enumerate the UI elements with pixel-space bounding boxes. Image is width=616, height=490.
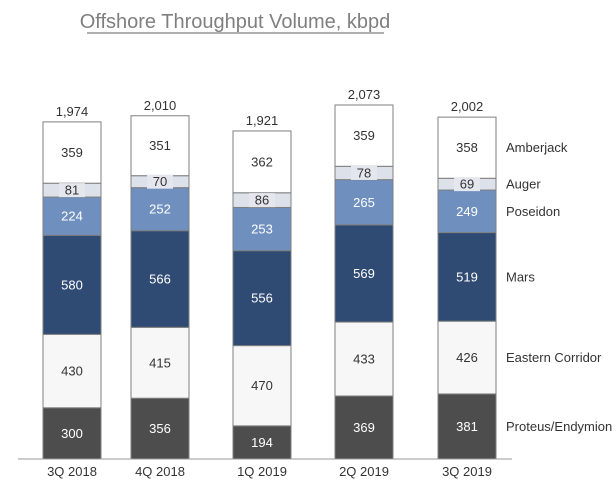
bar-value-label: 359 <box>353 128 375 143</box>
bar-value-label: 86 <box>255 193 269 208</box>
bar-total-label: 2,073 <box>348 87 381 102</box>
x-tick-label: 4Q 2018 <box>135 464 185 479</box>
bar-segment <box>130 397 190 460</box>
bar-total-label: 1,921 <box>246 113 279 128</box>
bar-segment <box>334 395 394 460</box>
bar-segment <box>130 230 190 328</box>
bar-value-label: 356 <box>149 421 171 436</box>
bar-value-label: 556 <box>251 291 273 306</box>
chart-title: Offshore Throughput Volume, kbpd <box>80 11 391 33</box>
bar-total-label: 2,010 <box>144 98 177 113</box>
bar-total-label: 2,002 <box>451 99 484 114</box>
legend-label: Auger <box>506 177 541 192</box>
bar-value-label: 362 <box>251 154 273 169</box>
x-tick-label: 3Q 2018 <box>47 464 97 479</box>
bar-value-label: 426 <box>456 350 478 365</box>
legend-label: Proteus/Endymion <box>506 419 612 434</box>
bar-value-label: 519 <box>456 269 478 284</box>
legend-label: Poseidon <box>506 204 560 219</box>
bars: 300 430 580 224 81 359 1,974 3Q 2018 356 415 566 25… <box>42 87 497 479</box>
bar-value-label: 470 <box>251 378 273 393</box>
bar-value-label-box <box>59 183 85 198</box>
bar-value-label: 249 <box>456 204 478 219</box>
bar-value-label: 358 <box>456 140 478 155</box>
bar-segment <box>42 196 102 236</box>
legend-label: Eastern Corridor <box>506 350 602 365</box>
bar-value-label: 300 <box>61 426 83 441</box>
bar-value-label: 566 <box>149 272 171 287</box>
bar-segment <box>437 189 497 234</box>
legend-label: Mars <box>506 269 535 284</box>
bar-value-label: 351 <box>149 138 171 153</box>
bar-value-label: 580 <box>61 277 83 292</box>
legend: Proteus/Endymion Eastern Corridor Mars Pose… <box>506 140 612 434</box>
bar-value-label: 369 <box>353 420 375 435</box>
bar-segment <box>334 224 394 323</box>
bar-segment <box>232 130 292 194</box>
bar-value-label-box <box>147 174 173 189</box>
bar-value-label: 70 <box>153 174 167 189</box>
bar-value-label: 253 <box>251 222 273 237</box>
bar-value-label: 569 <box>353 266 375 281</box>
bar-value-label-box <box>454 177 480 192</box>
bar-value-label: 415 <box>149 355 171 370</box>
bar-value-label: 78 <box>357 165 371 180</box>
bar-segment <box>437 320 497 395</box>
bar-value-label: 359 <box>61 145 83 160</box>
bar-segment <box>437 116 497 179</box>
bar-value-label: 194 <box>251 435 273 450</box>
bar-value-label: 224 <box>61 209 83 224</box>
legend-label: Amberjack <box>506 140 568 155</box>
bar-value-label: 69 <box>460 177 474 192</box>
bar-value-label-box <box>249 193 275 208</box>
bar-value-label-box <box>351 165 377 180</box>
bar-segment <box>130 326 190 399</box>
bar-value-label: 252 <box>149 202 171 217</box>
bar-value-label: 81 <box>65 183 79 198</box>
bar-segment <box>232 345 292 427</box>
bar-value-label: 265 <box>353 195 375 210</box>
x-tick-label: 2Q 2019 <box>339 464 389 479</box>
x-tick-label: 3Q 2019 <box>442 464 492 479</box>
bar-segment <box>334 179 394 226</box>
bar-segment <box>42 333 102 409</box>
bar-segment <box>130 187 190 232</box>
bar-value-label: 433 <box>353 352 375 367</box>
bar-value-label: 381 <box>456 419 478 434</box>
bar-segment <box>232 250 292 347</box>
bar-value-label: 430 <box>61 364 83 379</box>
bar-total-label: 1,974 <box>56 104 89 119</box>
bar-segment <box>42 121 102 184</box>
x-tick-label: 1Q 2019 <box>237 464 287 479</box>
bar-segment <box>437 232 497 322</box>
bar-segment <box>232 206 292 252</box>
bar-segment <box>334 321 394 397</box>
